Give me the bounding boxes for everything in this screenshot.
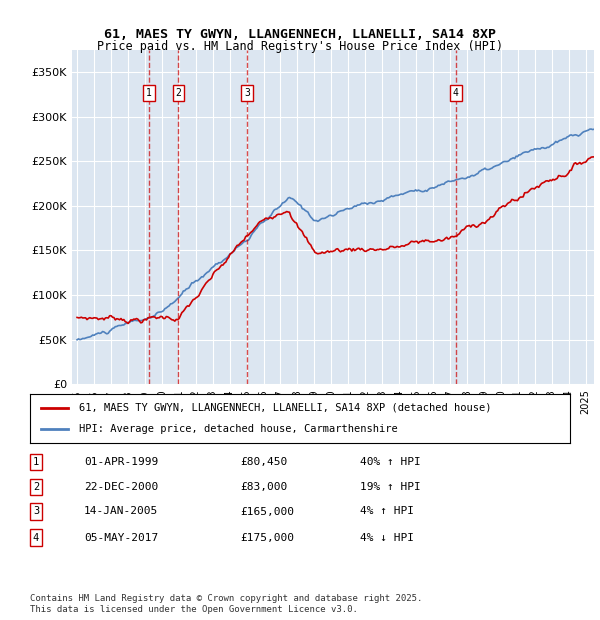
Text: 61, MAES TY GWYN, LLANGENNECH, LLANELLI, SA14 8XP: 61, MAES TY GWYN, LLANGENNECH, LLANELLI,… xyxy=(104,28,496,41)
Text: Price paid vs. HM Land Registry's House Price Index (HPI): Price paid vs. HM Land Registry's House … xyxy=(97,40,503,53)
Text: 1: 1 xyxy=(146,88,152,98)
Text: 05-MAY-2017: 05-MAY-2017 xyxy=(84,533,158,542)
Text: 4: 4 xyxy=(453,88,458,98)
Text: £175,000: £175,000 xyxy=(240,533,294,542)
Text: HPI: Average price, detached house, Carmarthenshire: HPI: Average price, detached house, Carm… xyxy=(79,425,397,435)
Text: 3: 3 xyxy=(33,507,39,516)
Text: £80,450: £80,450 xyxy=(240,457,287,467)
Text: 61, MAES TY GWYN, LLANGENNECH, LLANELLI, SA14 8XP (detached house): 61, MAES TY GWYN, LLANGENNECH, LLANELLI,… xyxy=(79,402,491,412)
Text: 3: 3 xyxy=(244,88,250,98)
Text: 14-JAN-2005: 14-JAN-2005 xyxy=(84,507,158,516)
Text: 1: 1 xyxy=(33,457,39,467)
Text: 4% ↑ HPI: 4% ↑ HPI xyxy=(360,507,414,516)
Text: £165,000: £165,000 xyxy=(240,507,294,516)
Text: 4% ↓ HPI: 4% ↓ HPI xyxy=(360,533,414,542)
Text: 40% ↑ HPI: 40% ↑ HPI xyxy=(360,457,421,467)
Text: £83,000: £83,000 xyxy=(240,482,287,492)
Text: 4: 4 xyxy=(33,533,39,542)
Text: 2: 2 xyxy=(175,88,181,98)
Text: Contains HM Land Registry data © Crown copyright and database right 2025.
This d: Contains HM Land Registry data © Crown c… xyxy=(30,595,422,614)
Text: 01-APR-1999: 01-APR-1999 xyxy=(84,457,158,467)
Text: 19% ↑ HPI: 19% ↑ HPI xyxy=(360,482,421,492)
Text: 2: 2 xyxy=(33,482,39,492)
Text: 22-DEC-2000: 22-DEC-2000 xyxy=(84,482,158,492)
